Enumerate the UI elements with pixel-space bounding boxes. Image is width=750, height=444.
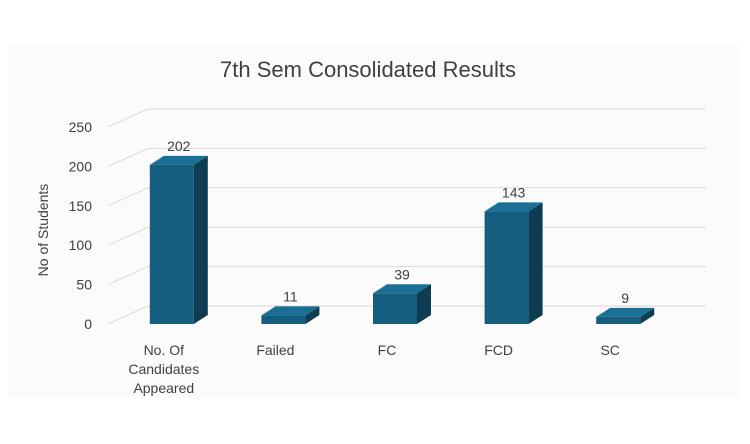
chart-title: 7th Sem Consolidated Results [220, 57, 516, 82]
bar-front [484, 211, 529, 324]
x-category-label: Failed [256, 342, 294, 358]
gridline [107, 187, 706, 207]
data-label: 11 [283, 288, 298, 304]
bar-front [261, 315, 306, 324]
bar-top [261, 306, 320, 316]
x-category-label: FCD [484, 342, 513, 358]
bar [149, 155, 208, 324]
bar-side [640, 307, 655, 324]
y-axis-ticks: 0 50 100 150 200 250 [69, 119, 93, 332]
bar [261, 306, 320, 324]
data-label: 39 [394, 266, 410, 282]
x-category-label-line: Failed [256, 342, 294, 358]
gridline [107, 147, 706, 167]
y-axis-label: No of Students [35, 184, 51, 277]
bar-front [596, 316, 641, 324]
x-axis-categories: No. Of Candidates Appeared Failed FC FCD SC [128, 342, 620, 396]
data-label: 202 [167, 138, 191, 154]
bar [373, 284, 431, 324]
gridline [107, 108, 706, 128]
bar-front [373, 293, 417, 324]
y-tick-label: 0 [84, 316, 92, 332]
x-category-label-line: No. Of [144, 342, 185, 358]
bar-top [484, 202, 543, 212]
x-category-label-line: FC [378, 342, 397, 358]
bar-front [149, 164, 194, 324]
bar [596, 307, 655, 324]
x-category-label-line: FCD [484, 342, 513, 358]
bar-side [417, 284, 431, 324]
bar-side [528, 202, 543, 324]
bar [484, 202, 543, 324]
gridlines [107, 108, 706, 325]
x-category-label-line: SC [600, 342, 619, 358]
chart-area [8, 46, 740, 398]
y-tick-label: 150 [69, 198, 93, 214]
bar-side [193, 155, 208, 324]
y-tick-label: 250 [69, 119, 93, 135]
data-label: 9 [621, 290, 629, 306]
y-tick-label: 100 [69, 237, 93, 253]
x-category-label-line: Appeared [133, 380, 194, 396]
bar-side [305, 306, 320, 324]
x-category-label: SC [600, 342, 619, 358]
x-category-label: FC [378, 342, 397, 358]
data-label: 143 [502, 184, 526, 200]
x-category-label: No. Of Candidates Appeared [128, 342, 199, 396]
y-tick-label: 50 [76, 277, 92, 293]
bars [149, 155, 655, 324]
bar-top [373, 284, 431, 294]
x-category-label-line: Candidates [128, 361, 199, 377]
bar-top [149, 155, 208, 165]
bar-top [596, 307, 655, 317]
y-tick-label: 200 [69, 158, 93, 174]
data-labels: 202 11 39 143 9 [167, 138, 629, 306]
